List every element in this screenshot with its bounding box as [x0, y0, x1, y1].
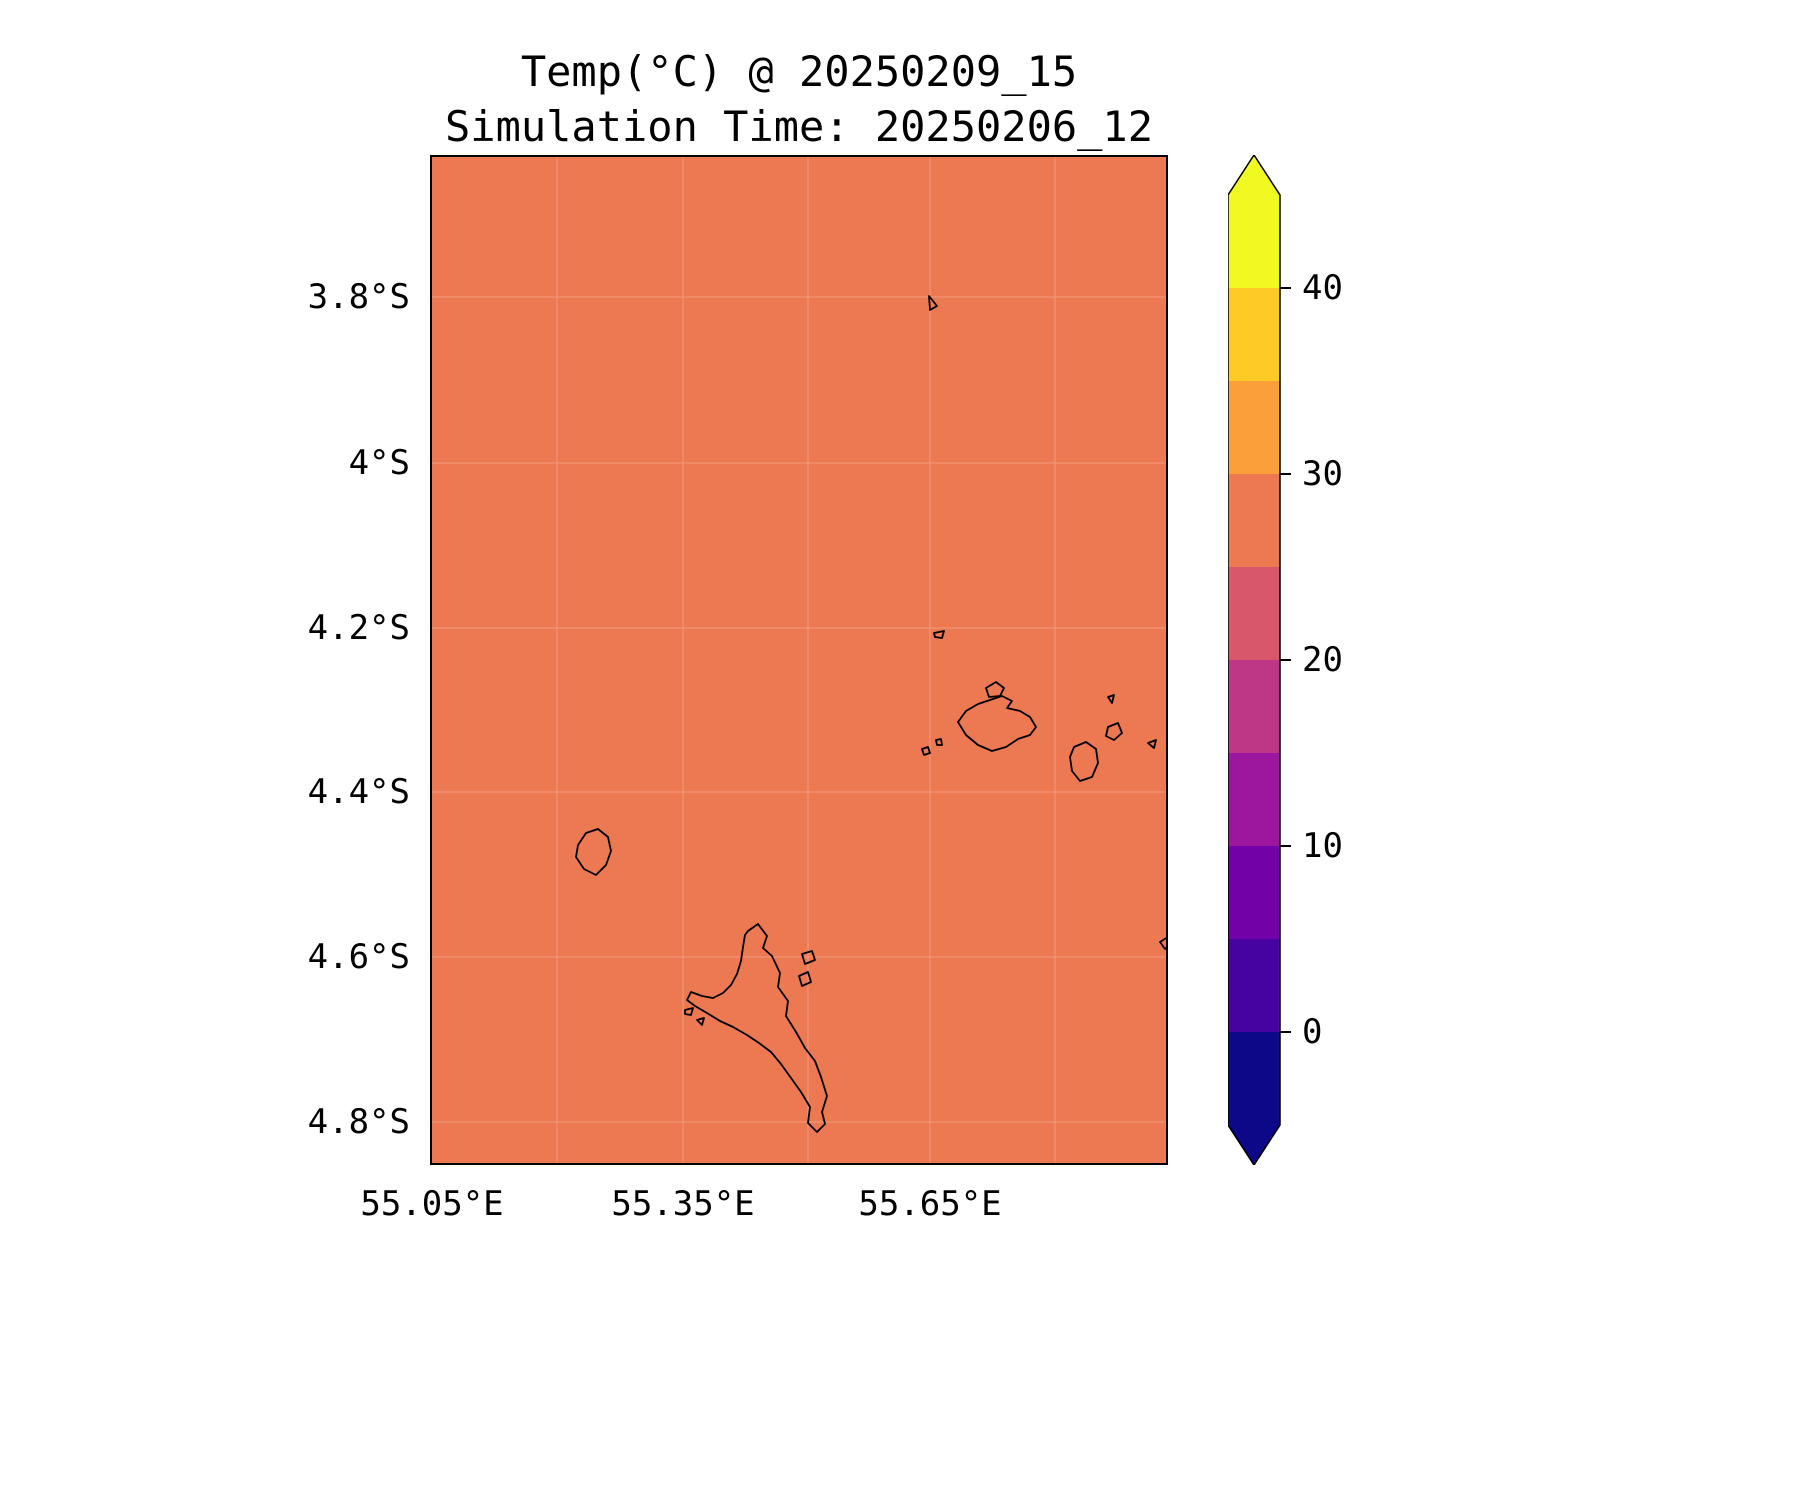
- colorbar-band: [1228, 753, 1280, 846]
- coastline-main-island: [686, 923, 828, 1133]
- x-tick-label: 55.65°E: [858, 1184, 1002, 1224]
- coastline-islet: [928, 295, 938, 311]
- colorbar-band: [1228, 474, 1280, 567]
- colorbar-band: [1228, 660, 1280, 753]
- y-tick-label: 4°S: [348, 443, 410, 483]
- coastline-islet: [801, 950, 816, 965]
- coastline-islet: [935, 738, 943, 746]
- coastline-islet: [985, 681, 1005, 698]
- coastline-islet: [684, 1007, 694, 1016]
- colorbar-band: [1228, 846, 1280, 939]
- y-tick-label: 4.4°S: [307, 772, 410, 812]
- colorbar-band: [1228, 939, 1280, 1032]
- colorbar-band: [1228, 288, 1280, 381]
- coastline-island-east: [1069, 741, 1099, 782]
- colorbar-tick-label: 40: [1302, 268, 1343, 308]
- coastline-islet: [933, 630, 945, 639]
- title-block: Temp(°C) @ 20250209_15 Simulation Time: …: [445, 44, 1153, 154]
- coastline-islet: [1107, 694, 1115, 704]
- colorbar-band: [1228, 1032, 1280, 1125]
- coastline-islet: [696, 1017, 705, 1026]
- coastline-group: [575, 295, 1168, 1133]
- y-tick-label: 3.8°S: [307, 277, 410, 317]
- colorbar-ticks: [1280, 287, 1291, 1033]
- colorbar-tick-label: 10: [1302, 826, 1343, 866]
- gridlines: [430, 155, 1168, 1165]
- coastline-islet: [1147, 739, 1157, 749]
- colorbar-band: [1228, 381, 1280, 474]
- coastline-island-west: [575, 828, 612, 876]
- colorbar-tick-label: 20: [1302, 640, 1343, 680]
- colorbar-tick-label: 0: [1302, 1012, 1323, 1052]
- coastline-islet: [798, 971, 812, 987]
- colorbar-band: [1228, 195, 1280, 288]
- colorbar-bands: [1228, 195, 1280, 1125]
- x-tick-label: 55.05°E: [360, 1184, 504, 1224]
- coastline-islet: [921, 746, 931, 756]
- colorbar-extend-bottom: [1228, 1125, 1280, 1165]
- heatmap-field: [430, 155, 1168, 1165]
- colorbar-extend-top: [1228, 155, 1280, 195]
- colorbar-band: [1228, 567, 1280, 660]
- colorbar: [1228, 155, 1291, 1165]
- coastline-island-mid-right: [957, 695, 1037, 752]
- plot-title: Temp(°C) @ 20250209_15: [520, 47, 1078, 96]
- y-tick-label: 4.2°S: [307, 608, 410, 648]
- map-plot: [430, 155, 1168, 1165]
- coastline-islet: [1105, 722, 1123, 741]
- plot-subtitle: Simulation Time: 20250206_12: [444, 102, 1154, 151]
- plot-border: [430, 155, 1168, 1165]
- colorbar-outline: [1228, 155, 1281, 1165]
- x-tick-label: 55.35°E: [611, 1184, 755, 1224]
- y-tick-label: 4.8°S: [307, 1102, 410, 1142]
- y-tick-label: 4.6°S: [307, 937, 410, 977]
- colorbar-tick-label: 30: [1302, 454, 1343, 494]
